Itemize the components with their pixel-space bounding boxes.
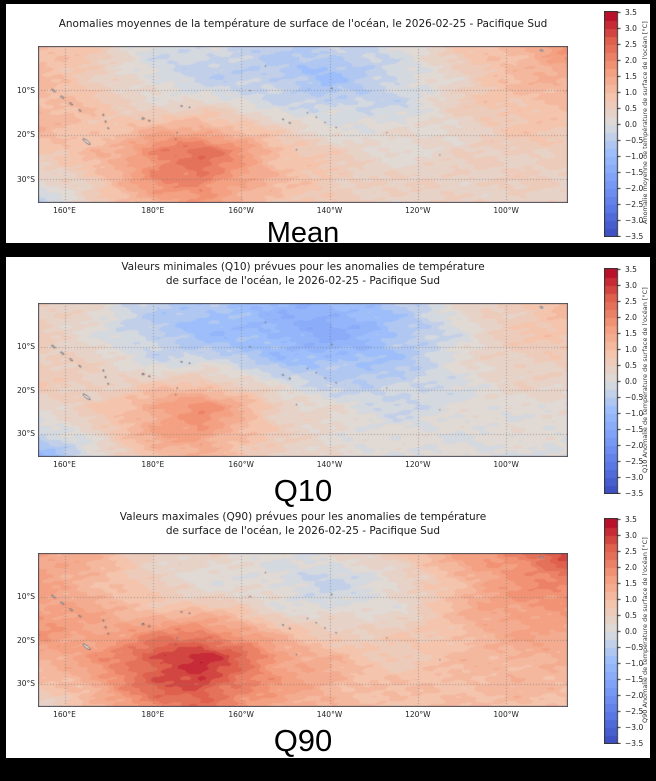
panel-q90: Valeurs maximales (Q90) prévues pour les… bbox=[6, 507, 650, 758]
y-tick-label: 30°S bbox=[16, 429, 35, 439]
colorbar-tick-label: −1.0 bbox=[625, 658, 644, 668]
colorbar-tick-label: 3.5 bbox=[625, 264, 637, 274]
x-tick-label: 120°W bbox=[405, 206, 431, 215]
big-label: Q90 bbox=[273, 723, 333, 758]
y-tick-label: 20°S bbox=[16, 130, 35, 140]
colorbar-tick-label: −0.5 bbox=[625, 392, 644, 402]
colorbar-tick-label: −2.5 bbox=[625, 706, 644, 716]
colorbar-tick-label: 2.5 bbox=[625, 296, 637, 306]
colorbar-tick-label: −2.5 bbox=[625, 456, 644, 466]
mean-card: Anomalies moyennes de la température de … bbox=[6, 4, 650, 243]
colorbar-canvas bbox=[604, 268, 621, 494]
colorbar-tick-label: 2.0 bbox=[625, 55, 637, 65]
map-canvas bbox=[38, 46, 568, 203]
colorbar-tick-label: −3.5 bbox=[625, 231, 644, 241]
colorbar-tick-label: −1.5 bbox=[625, 167, 644, 177]
x-tick-label: 160°W bbox=[228, 710, 254, 719]
x-tick-label: 140°W bbox=[316, 710, 343, 719]
x-tick-label: 180°E bbox=[141, 710, 165, 719]
colorbar-tick-label: −3.5 bbox=[625, 738, 644, 748]
x-tick-label: 120°W bbox=[405, 710, 431, 719]
x-tick-label: 160°E bbox=[53, 460, 76, 469]
panel-q10: Valeurs minimales (Q10) prévues pour les… bbox=[6, 257, 650, 508]
colorbar-tick-label: −2.0 bbox=[625, 183, 644, 193]
big-label: Q10 bbox=[273, 473, 333, 508]
colorbar-tick-label: 1.0 bbox=[625, 594, 637, 604]
colorbar-tick-label: 2.5 bbox=[625, 39, 637, 49]
y-tick-label: 30°S bbox=[16, 679, 35, 689]
colorbar-tick-label: 2.5 bbox=[625, 546, 637, 556]
colorbar-tick-label: 1.5 bbox=[625, 578, 637, 588]
colorbar-tick-label: −0.5 bbox=[625, 135, 644, 145]
colorbar-tick-label: −0.5 bbox=[625, 642, 644, 652]
colorbar-tick-label: 1.5 bbox=[625, 328, 637, 338]
y-tick-label: 30°S bbox=[16, 174, 35, 184]
colorbar-tick-label: −1.0 bbox=[625, 151, 644, 161]
colorbar-tick-label: −1.0 bbox=[625, 408, 644, 418]
x-tick-label: 180°E bbox=[141, 460, 165, 469]
x-tick-label: 100°W bbox=[493, 206, 519, 215]
panel-mean: Anomalies moyennes de la température de … bbox=[6, 4, 650, 244]
colorbar-tick-label: 2.0 bbox=[625, 562, 637, 572]
map-canvas bbox=[38, 303, 568, 457]
map-canvas bbox=[38, 553, 568, 707]
x-tick-label: 180°E bbox=[141, 206, 165, 215]
colorbar-tick-label: 3.0 bbox=[625, 530, 637, 540]
x-tick-label: 160°E bbox=[53, 710, 76, 719]
x-tick-label: 120°W bbox=[405, 460, 431, 469]
colorbar-canvas bbox=[604, 518, 621, 744]
colorbar-tick-label: −3.0 bbox=[625, 722, 644, 732]
panel-title: Valeurs minimales (Q10) prévues pour les… bbox=[121, 261, 485, 287]
colorbar-tick-label: −2.0 bbox=[625, 690, 644, 700]
colorbar-tick-label: −2.5 bbox=[625, 199, 644, 209]
colorbar-tick-label: 0.5 bbox=[625, 610, 637, 620]
y-tick-label: 20°S bbox=[16, 385, 35, 395]
colorbar-tick-label: 2.0 bbox=[625, 312, 637, 322]
quantile-card: Valeurs minimales (Q10) prévues pour les… bbox=[6, 257, 650, 758]
panel-title: Anomalies moyennes de la température de … bbox=[58, 18, 548, 30]
colorbar-tick-label: 1.0 bbox=[625, 87, 637, 97]
colorbar-tick-label: 3.0 bbox=[625, 23, 637, 33]
colorbar-tick-label: 3.0 bbox=[625, 280, 637, 290]
colorbar-tick-label: −1.5 bbox=[625, 424, 644, 434]
big-label: Mean bbox=[266, 217, 340, 243]
y-tick-label: 20°S bbox=[16, 635, 35, 645]
y-tick-label: 10°S bbox=[16, 85, 35, 95]
colorbar-canvas bbox=[604, 11, 621, 237]
colorbar-tick-label: −1.5 bbox=[625, 674, 644, 684]
colorbar-tick-label: 3.5 bbox=[625, 514, 637, 524]
colorbar-tick-label: 0.0 bbox=[625, 626, 637, 636]
y-tick-label: 10°S bbox=[16, 592, 35, 602]
colorbar-tick-label: −3.0 bbox=[625, 472, 644, 482]
x-tick-label: 140°W bbox=[316, 460, 343, 469]
x-tick-label: 160°E bbox=[53, 206, 76, 215]
colorbar-tick-label: 3.5 bbox=[625, 7, 637, 17]
x-tick-label: 160°W bbox=[228, 460, 254, 469]
x-tick-label: 160°W bbox=[228, 206, 254, 215]
colorbar-tick-label: −3.0 bbox=[625, 215, 644, 225]
panel-title: Valeurs maximales (Q90) prévues pour les… bbox=[119, 511, 487, 537]
colorbar-tick-label: 0.0 bbox=[625, 119, 637, 129]
colorbar-tick-label: 1.0 bbox=[625, 344, 637, 354]
colorbar-tick-label: 0.0 bbox=[625, 376, 637, 386]
colorbar-tick-label: −3.5 bbox=[625, 488, 644, 498]
y-tick-label: 10°S bbox=[16, 342, 35, 352]
x-tick-label: 100°W bbox=[493, 710, 519, 719]
colorbar-tick-label: 0.5 bbox=[625, 103, 637, 113]
colorbar-tick-label: 0.5 bbox=[625, 360, 637, 370]
colorbar-tick-label: −2.0 bbox=[625, 440, 644, 450]
x-tick-label: 140°W bbox=[316, 206, 343, 215]
colorbar-tick-label: 1.5 bbox=[625, 71, 637, 81]
x-tick-label: 100°W bbox=[493, 460, 519, 469]
